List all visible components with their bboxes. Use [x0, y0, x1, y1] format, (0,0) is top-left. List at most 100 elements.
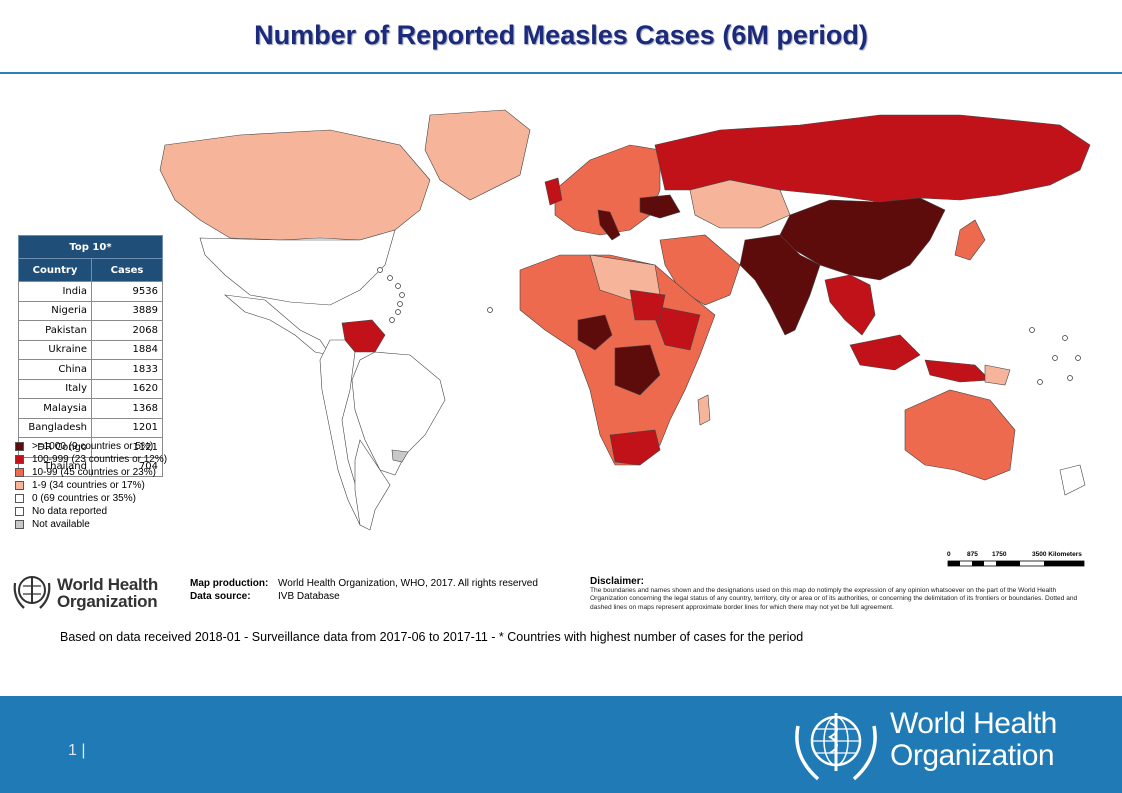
data-source-key: Data source: [190, 591, 251, 602]
region-uk [544, 177, 563, 206]
region-sudan [629, 289, 666, 321]
legend-item: 100-999 (23 countries or 12%) [15, 453, 167, 466]
region-madagascar [697, 394, 711, 426]
region-greenland [424, 109, 531, 201]
region-uruguay [391, 449, 409, 463]
region-nigeria [577, 314, 613, 351]
who-logo-small [10, 568, 170, 616]
region-central-asia [689, 179, 791, 229]
who-emblem-large-icon [795, 713, 877, 781]
legend-item: 10-99 (45 countries or 23%) [15, 466, 167, 479]
legend-label: 100-999 (23 countries or 12%) [32, 454, 168, 465]
table-row: Bangladesh 1201 [18, 417, 163, 438]
country-cell: Italy [18, 378, 92, 399]
world-map-svg [39, 109, 1091, 531]
region-east-africa [649, 304, 701, 351]
country-cell: Bangladesh [18, 417, 92, 438]
col-header-cases: Cases [91, 258, 163, 282]
data-source-value: IVB Database [278, 591, 340, 602]
map-production-info: Map production: World Health Organization… [190, 577, 538, 603]
legend-swatch [15, 455, 24, 464]
legend-item: Not available [15, 518, 167, 531]
region-italy [597, 209, 621, 241]
table-row: Italy 1620 [18, 378, 163, 399]
title-area: Number of Reported Measles Cases (6M per… [0, 0, 1122, 74]
data-note: Based on data received 2018-01 - Surveil… [60, 630, 804, 644]
country-cell: Malaysia [18, 398, 92, 419]
top10-header: Top 10* [18, 235, 163, 259]
legend-label: 10-99 (45 countries or 23%) [32, 467, 156, 478]
legend-swatch [15, 520, 24, 529]
region-indonesia-east [924, 359, 991, 383]
region-australia [904, 389, 1016, 481]
cases-cell: 1201 [91, 417, 163, 438]
who-small-line1: World Health [57, 575, 158, 594]
disclaimer-title: Disclaimer: [590, 576, 644, 587]
legend-label: No data reported [32, 506, 108, 517]
map-production-value: World Health Organization, WHO, 2017. Al… [278, 578, 538, 589]
who-large-line2: Organization [890, 739, 1055, 772]
region-mexico [224, 294, 331, 356]
region-south-asia [739, 234, 821, 336]
region-papua [984, 364, 1011, 386]
region-usa [199, 229, 396, 306]
scale-tick-3500: 3500 Kilometers [1032, 551, 1082, 558]
who-wordmark-small: World Health Organization [57, 576, 158, 610]
table-row: China 1833 [18, 359, 163, 380]
cases-cell: 1620 [91, 378, 163, 399]
cases-cell: 2068 [91, 320, 163, 341]
region-dr-congo [614, 344, 661, 396]
legend-item: 1-9 (34 countries or 17%) [15, 479, 167, 492]
country-cell: Thailand [18, 456, 92, 477]
legend-item: No data reported [15, 505, 167, 518]
who-small-line2: Organization [57, 592, 158, 611]
region-ukraine [639, 194, 681, 219]
map-production-key: Map production: [190, 578, 269, 589]
table-row: Ukraine 1884 [18, 339, 163, 360]
table-row: Thailand 704 [18, 456, 163, 477]
cases-cell: 1368 [91, 398, 163, 419]
scale-tick-875: 875 [967, 551, 978, 558]
table-row: Nigeria 3889 [18, 300, 163, 321]
region-argentina [354, 439, 391, 531]
scale-tick-1750: 1750 [992, 551, 1007, 558]
legend-label: >=1000 (9 countries or 5%) [32, 441, 154, 452]
disclaimer-text: The boundaries and names shown and the d… [590, 587, 1078, 611]
title-divider [0, 72, 1122, 74]
region-se-asia [824, 274, 876, 336]
who-wordmark-large: World Health Organization [890, 708, 1057, 772]
scale-bar-svg: 0 875 1750 3500 Kilometers [947, 551, 1085, 567]
world-map: Top 10* Country Cases India 9536 Nigeria 3… [0, 90, 1122, 560]
scale-tick-0: 0 [947, 551, 951, 558]
region-canada [159, 129, 431, 241]
col-header-country: Country [18, 258, 92, 282]
cases-cell: 1884 [91, 339, 163, 360]
who-emblem-icon [13, 576, 51, 609]
region-indonesia [849, 334, 921, 371]
cases-cell: 1833 [91, 359, 163, 380]
legend-label: 1-9 (34 countries or 17%) [32, 480, 145, 491]
page-title: Number of Reported Measles Cases (6M per… [254, 20, 868, 50]
country-cell: India [18, 281, 92, 302]
who-large-line1: World Health [890, 707, 1057, 740]
table-row: Pakistan 2068 [18, 320, 163, 341]
region-brazil [351, 351, 446, 476]
country-cell: Ukraine [18, 339, 92, 360]
legend-swatch [15, 507, 24, 516]
country-cell: China [18, 359, 92, 380]
region-south-africa [609, 429, 661, 466]
legend-swatch [15, 468, 24, 477]
page-number: 1 | [68, 742, 86, 759]
region-japan [954, 219, 986, 261]
table-row: India 9536 [18, 281, 163, 302]
scale-bar: 0 875 1750 3500 Kilometers [945, 548, 1095, 572]
cases-cell: 704 [91, 456, 163, 477]
table-row: DR Congo 1121 [18, 437, 163, 458]
country-cell: Nigeria [18, 300, 92, 321]
legend-item: 0 (69 countries or 35%) [15, 492, 167, 505]
cases-cell: 3889 [91, 300, 163, 321]
legend-swatch [15, 481, 24, 490]
legend-item: >=1000 (9 countries or 5%) [15, 440, 167, 453]
cases-cell: 9536 [91, 281, 163, 302]
top10-table: Top 10* Country Cases India 9536 Nigeria 3… [18, 235, 163, 477]
